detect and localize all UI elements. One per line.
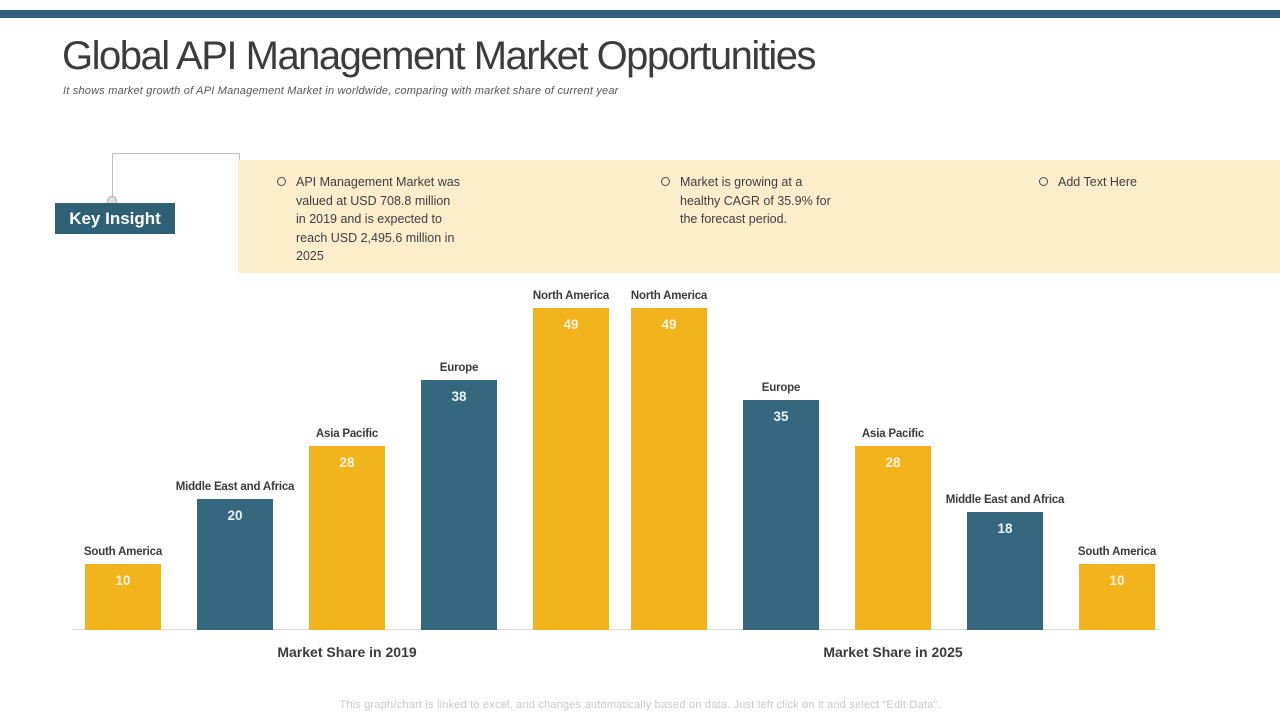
bullet-text: Market is growing at a healthy CAGR of 3… — [680, 175, 831, 226]
value-label: 35 — [773, 409, 789, 424]
key-insight-label[interactable]: Key Insight — [55, 203, 175, 234]
connector-line-horizontal — [112, 153, 240, 154]
insight-bullet-1[interactable]: API Management Market was valued at USD … — [277, 173, 462, 266]
group-label-2019: Market Share in 2019 — [277, 644, 417, 660]
bar-asia-pacific-2019[interactable]: 28 — [309, 446, 385, 630]
category-label-europe: Europe — [761, 382, 801, 394]
bar-middle-east-and-africa-2019[interactable]: 20 — [197, 499, 273, 630]
category-label-europe: Europe — [439, 362, 479, 374]
bullet-marker-icon — [277, 177, 286, 186]
bar-north-america-2019[interactable]: 49 — [533, 308, 609, 630]
value-label: 18 — [997, 521, 1013, 536]
bar-europe-2025[interactable]: 35 — [743, 400, 819, 630]
value-label: 10 — [115, 573, 131, 588]
group-label-2025: Market Share in 2025 — [823, 644, 963, 660]
page-subtitle[interactable]: It shows market growth of API Management… — [63, 85, 619, 97]
category-label-south-america: South America — [83, 546, 163, 558]
value-label: 28 — [885, 455, 901, 470]
bar-middle-east-and-africa-2025[interactable]: 18 — [967, 512, 1043, 630]
bar-south-america-2025[interactable]: 10 — [1079, 564, 1155, 630]
value-label: 10 — [1109, 573, 1125, 588]
bullet-marker-icon — [661, 177, 670, 186]
category-label-asia-pacific: Asia Pacific — [861, 428, 925, 440]
page-title[interactable]: Global API Management Market Opportuniti… — [62, 34, 816, 78]
category-label-south-america: South America — [1077, 546, 1157, 558]
insight-banner: API Management Market was valued at USD … — [238, 160, 1280, 273]
value-label: 28 — [339, 455, 355, 470]
x-axis-line — [72, 629, 1160, 630]
value-label: 49 — [661, 317, 677, 332]
connector-line-vertical — [112, 153, 113, 197]
value-label: 20 — [227, 508, 243, 523]
top-accent-bar — [0, 10, 1280, 18]
bar-north-america-2025[interactable]: 49 — [631, 308, 707, 630]
bar-chart[interactable]: South America 10 Middle East and Africa 20 A… — [0, 280, 1280, 640]
bar-south-america-2019[interactable]: 10 — [85, 564, 161, 630]
bullet-text: API Management Market was valued at USD … — [296, 175, 460, 263]
bullet-text: Add Text Here — [1058, 175, 1137, 189]
value-label: 49 — [563, 317, 579, 332]
category-label-middle-east-and-africa: Middle East and Africa — [175, 481, 295, 493]
bullet-marker-icon — [1039, 177, 1048, 186]
category-label-north-america: North America — [630, 290, 708, 302]
category-label-middle-east-and-africa: Middle East and Africa — [945, 494, 1065, 506]
category-label-asia-pacific: Asia Pacific — [315, 428, 379, 440]
value-label: 38 — [451, 389, 467, 404]
insight-bullet-3[interactable]: Add Text Here — [1039, 173, 1209, 192]
category-label-north-america: North America — [532, 290, 610, 302]
insight-bullet-2[interactable]: Market is growing at a healthy CAGR of 3… — [661, 173, 841, 229]
bar-asia-pacific-2025[interactable]: 28 — [855, 446, 931, 630]
bar-europe-2019[interactable]: 38 — [421, 380, 497, 630]
footer-note: This graph/chart is linked to excel, and… — [339, 699, 941, 711]
